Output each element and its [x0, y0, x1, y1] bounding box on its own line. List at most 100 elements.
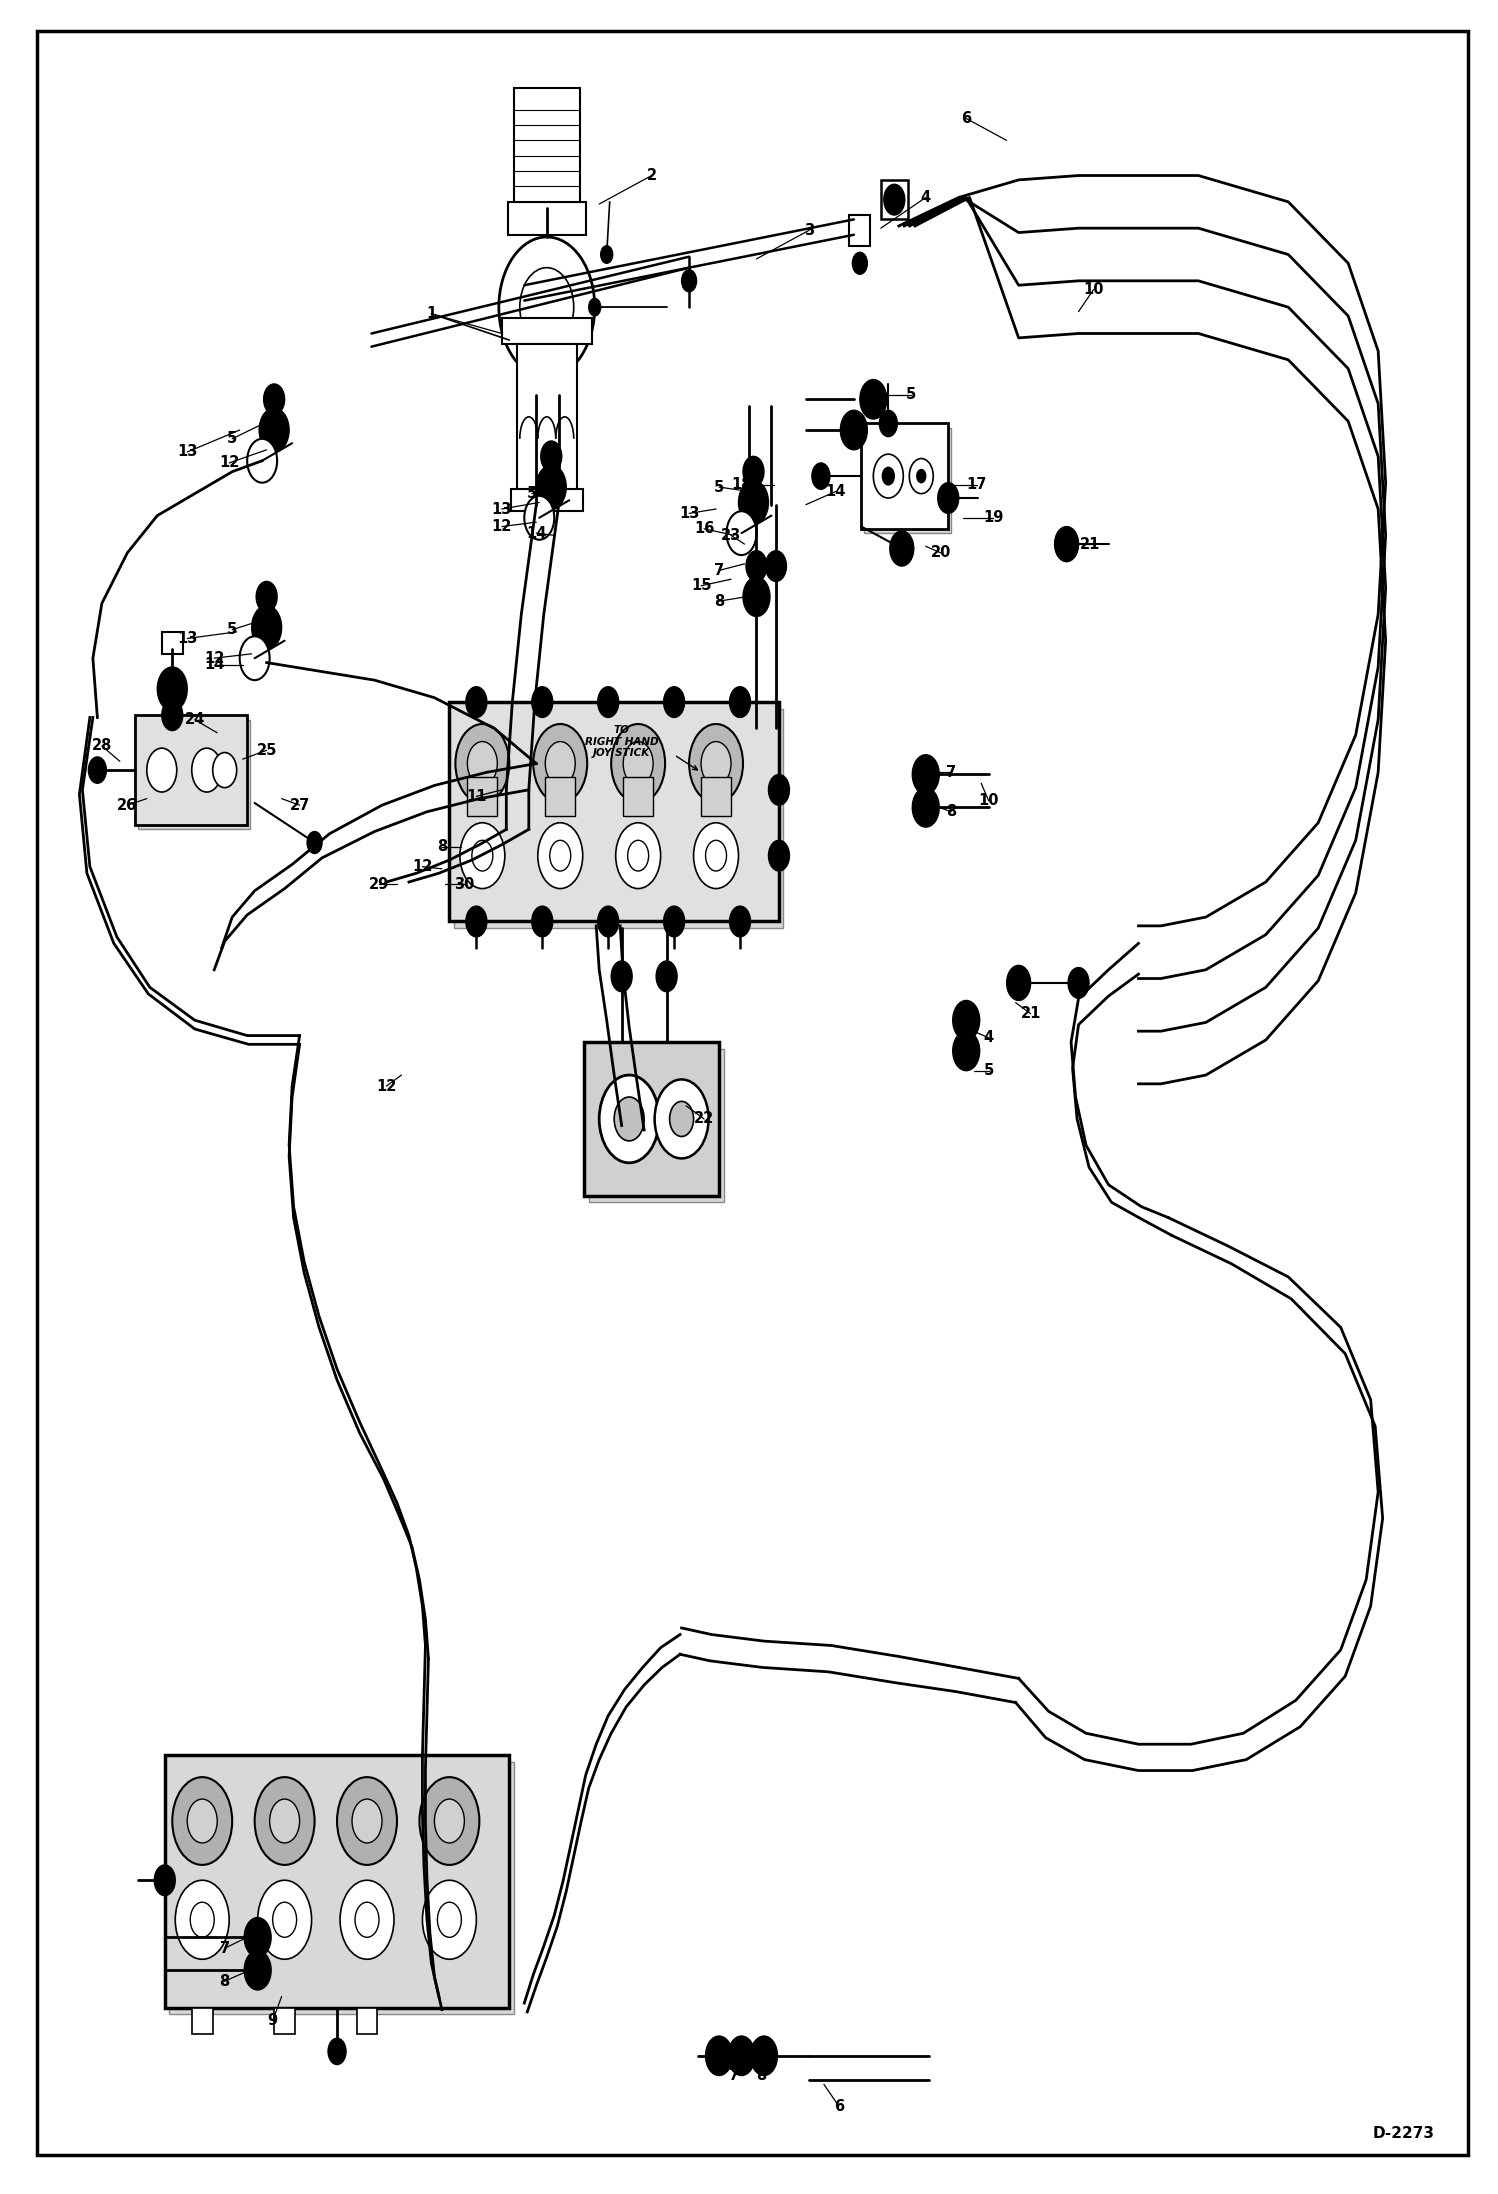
Circle shape — [701, 742, 731, 785]
Text: 14: 14 — [825, 485, 846, 498]
Text: 17: 17 — [966, 478, 987, 491]
Circle shape — [264, 384, 285, 415]
Circle shape — [240, 636, 270, 680]
Text: 13: 13 — [679, 507, 700, 520]
Circle shape — [538, 823, 583, 889]
Circle shape — [953, 1031, 980, 1071]
Circle shape — [852, 252, 867, 274]
Circle shape — [768, 840, 789, 871]
Circle shape — [953, 1000, 980, 1040]
Bar — [169, 1762, 514, 2014]
Circle shape — [520, 268, 574, 347]
Circle shape — [812, 463, 830, 489]
Bar — [467, 777, 497, 816]
Circle shape — [187, 1799, 217, 1843]
Text: 4: 4 — [984, 1031, 993, 1044]
Text: 5: 5 — [527, 487, 536, 500]
Circle shape — [601, 246, 613, 263]
Text: 13: 13 — [491, 502, 512, 516]
Text: 9: 9 — [268, 2014, 277, 2027]
Circle shape — [743, 577, 770, 617]
Circle shape — [255, 1777, 315, 1865]
Circle shape — [532, 687, 553, 717]
Circle shape — [437, 1902, 461, 1937]
Circle shape — [614, 1097, 644, 1141]
Circle shape — [532, 906, 553, 937]
Circle shape — [460, 823, 505, 889]
Circle shape — [694, 823, 739, 889]
Circle shape — [912, 755, 939, 794]
Circle shape — [909, 459, 933, 494]
Circle shape — [499, 237, 595, 377]
Circle shape — [599, 1075, 659, 1163]
Circle shape — [598, 906, 619, 937]
Circle shape — [682, 270, 697, 292]
Circle shape — [244, 1950, 271, 1990]
Text: 15: 15 — [691, 579, 712, 592]
Circle shape — [879, 410, 897, 437]
Bar — [517, 344, 577, 494]
Circle shape — [739, 480, 768, 524]
Text: 23: 23 — [721, 529, 742, 542]
Text: 8: 8 — [756, 2069, 765, 2082]
Circle shape — [192, 748, 222, 792]
Bar — [545, 777, 575, 816]
Text: 29: 29 — [369, 878, 389, 891]
FancyArrowPatch shape — [677, 757, 698, 770]
Text: 2: 2 — [647, 169, 656, 182]
Circle shape — [466, 687, 487, 717]
Text: 6: 6 — [962, 112, 971, 125]
Circle shape — [419, 1777, 479, 1865]
Circle shape — [656, 961, 677, 992]
Text: 24: 24 — [184, 713, 205, 726]
Circle shape — [938, 483, 959, 513]
Circle shape — [628, 840, 649, 871]
Circle shape — [727, 511, 756, 555]
Circle shape — [545, 742, 575, 785]
Circle shape — [670, 1101, 694, 1136]
Text: 30: 30 — [454, 878, 475, 891]
Circle shape — [328, 2038, 346, 2065]
Circle shape — [664, 687, 685, 717]
Circle shape — [882, 467, 894, 485]
Bar — [162, 632, 183, 654]
Text: TO
RIGHT HAND
JOY STICK: TO RIGHT HAND JOY STICK — [584, 724, 659, 759]
Circle shape — [750, 2036, 777, 2076]
Text: 21: 21 — [1080, 538, 1101, 551]
Circle shape — [768, 774, 789, 805]
Circle shape — [860, 380, 887, 419]
Bar — [449, 702, 779, 921]
Text: 6: 6 — [834, 2100, 843, 2113]
Circle shape — [730, 687, 750, 717]
Text: 11: 11 — [466, 790, 487, 803]
Circle shape — [455, 724, 509, 803]
Text: 26: 26 — [117, 799, 138, 812]
Circle shape — [730, 906, 750, 937]
Circle shape — [1068, 968, 1089, 998]
Circle shape — [765, 551, 786, 581]
Bar — [514, 88, 580, 208]
Text: 28: 28 — [91, 739, 112, 753]
Text: 8: 8 — [947, 805, 956, 818]
Bar — [881, 180, 908, 219]
Circle shape — [536, 465, 566, 509]
Bar — [274, 2008, 295, 2034]
Text: 8: 8 — [220, 1975, 229, 1988]
Circle shape — [172, 1777, 232, 1865]
Text: 18: 18 — [731, 478, 752, 491]
Circle shape — [706, 840, 727, 871]
Circle shape — [1055, 527, 1079, 562]
Circle shape — [664, 906, 685, 937]
Circle shape — [616, 823, 661, 889]
Circle shape — [1007, 965, 1031, 1000]
Circle shape — [307, 832, 322, 853]
Text: 7: 7 — [730, 2069, 739, 2082]
Bar — [864, 428, 951, 533]
Text: 7: 7 — [947, 766, 956, 779]
Circle shape — [533, 724, 587, 803]
Circle shape — [252, 606, 282, 649]
Circle shape — [244, 1918, 271, 1957]
Circle shape — [337, 1777, 397, 1865]
Text: 14: 14 — [526, 527, 547, 540]
Bar — [165, 1755, 509, 2008]
